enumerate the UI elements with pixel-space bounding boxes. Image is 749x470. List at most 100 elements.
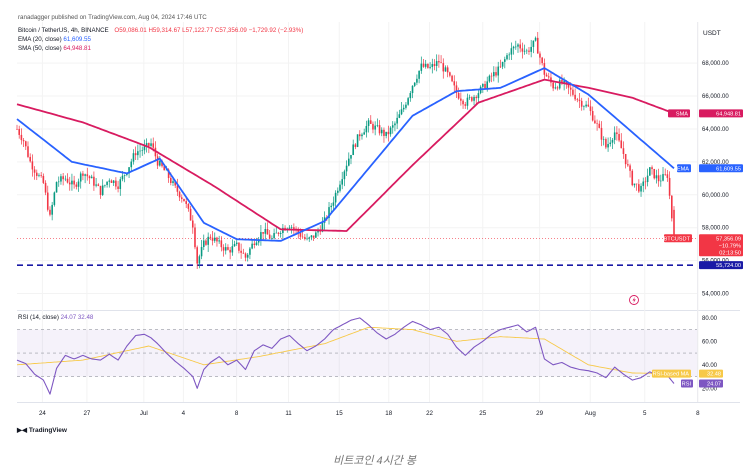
rsi-value-tag-bg — [699, 379, 723, 388]
candle-body — [613, 132, 616, 140]
rsi-tick-label: 20.00 — [702, 386, 718, 392]
candle-body — [79, 173, 82, 182]
ema-label-tag: EMA — [677, 164, 691, 173]
lightning-icon-bolt — [632, 296, 636, 304]
candle-body — [62, 176, 64, 180]
price-value-tag-text: 57,356.09 — [716, 236, 741, 242]
price-tick-label: 62,000.00 — [702, 160, 729, 166]
candle-body — [561, 79, 563, 84]
candle-body — [227, 247, 229, 250]
candle-body — [49, 209, 51, 215]
candle-body — [290, 227, 293, 228]
tradingview-icon: ▶◀ — [17, 427, 27, 434]
candle-body — [178, 191, 181, 198]
candle-body — [86, 174, 89, 177]
candle-body — [20, 134, 23, 141]
candle-body — [589, 106, 592, 112]
candle-body — [180, 197, 183, 199]
candle-body — [341, 179, 344, 185]
candle-body — [332, 202, 335, 206]
candle-body — [244, 253, 247, 258]
candle-body — [596, 123, 598, 124]
candle-body — [594, 120, 596, 124]
candle-body — [288, 227, 291, 229]
candle-body — [400, 109, 403, 115]
candle-body — [449, 72, 451, 76]
candle-body — [668, 177, 671, 196]
rsi-line — [16, 317, 675, 395]
candle-body — [600, 127, 603, 140]
candle-body — [319, 231, 322, 232]
candle-body — [385, 131, 387, 136]
candle-body — [163, 166, 166, 171]
time-tick-label: 18 — [385, 410, 392, 417]
candle-body — [361, 134, 363, 137]
ema-label-tag-bg — [677, 164, 691, 173]
candle-body — [264, 228, 267, 234]
time-tick-label: 4 — [182, 410, 186, 417]
candle-body — [255, 242, 258, 245]
candle-body — [609, 142, 612, 144]
candle-body — [644, 181, 647, 183]
ema-legend-value: 61,609.55 — [63, 36, 91, 43]
candle-body — [152, 143, 155, 148]
time-tick-label: Aug — [585, 410, 597, 417]
candle-body — [137, 151, 139, 156]
candle-body — [57, 181, 60, 183]
candle-body — [75, 184, 78, 187]
candle-body — [631, 170, 634, 186]
candle-body — [523, 50, 526, 52]
candle-body — [16, 128, 18, 130]
candle-body — [424, 63, 427, 67]
price-value-tag-text: −10.79% — [719, 243, 741, 249]
rsi-ma-label-tag: RSI-based MA — [652, 369, 691, 378]
candle-body — [512, 46, 515, 49]
candle-body — [337, 190, 339, 193]
candle-body — [170, 178, 172, 184]
time-tick-label: Jul — [140, 410, 148, 417]
candle-body — [490, 75, 493, 77]
candle-body — [457, 93, 460, 99]
candle-body — [519, 44, 521, 49]
candle-body — [260, 232, 262, 240]
candle-body — [128, 167, 130, 174]
candle-body — [602, 139, 605, 140]
candle-body — [495, 72, 497, 76]
candle-body — [64, 178, 67, 180]
candle-body — [66, 178, 69, 183]
candle-body — [123, 174, 126, 176]
candle-body — [646, 175, 649, 183]
time-tick-label: 29 — [536, 410, 543, 417]
candle-body — [82, 173, 84, 176]
candle-body — [440, 62, 442, 64]
candle-body — [253, 243, 256, 245]
candle-body — [130, 161, 133, 168]
candle-body — [330, 205, 333, 208]
candle-body — [642, 181, 645, 186]
candle-body — [591, 111, 594, 121]
candle-body — [273, 233, 275, 239]
candle-body — [148, 143, 150, 146]
candle-body — [233, 244, 236, 247]
time-tick-label: 15 — [336, 410, 343, 417]
candle-body — [462, 100, 464, 105]
candle-body — [347, 158, 350, 166]
candle-body — [29, 156, 31, 162]
candle-body — [635, 183, 638, 185]
sma-legend: SMA (50, close) 64,948.81 — [18, 45, 91, 52]
candle-body — [622, 148, 625, 154]
candle-body — [446, 67, 449, 73]
candle-body — [88, 176, 91, 179]
candle-body — [563, 80, 565, 84]
candle-body — [350, 155, 352, 159]
candle-body — [460, 98, 462, 101]
candle-body — [224, 247, 227, 251]
candle-body — [172, 181, 174, 184]
candle-body — [473, 96, 475, 101]
candle-body — [187, 203, 190, 209]
candle-body — [580, 100, 583, 107]
candle-body — [620, 140, 623, 149]
sma-value-tag-bg — [699, 109, 743, 118]
price-label-tag-text: BTCUSDT — [664, 236, 691, 242]
price-tick-label: 58,000.00 — [702, 226, 729, 232]
